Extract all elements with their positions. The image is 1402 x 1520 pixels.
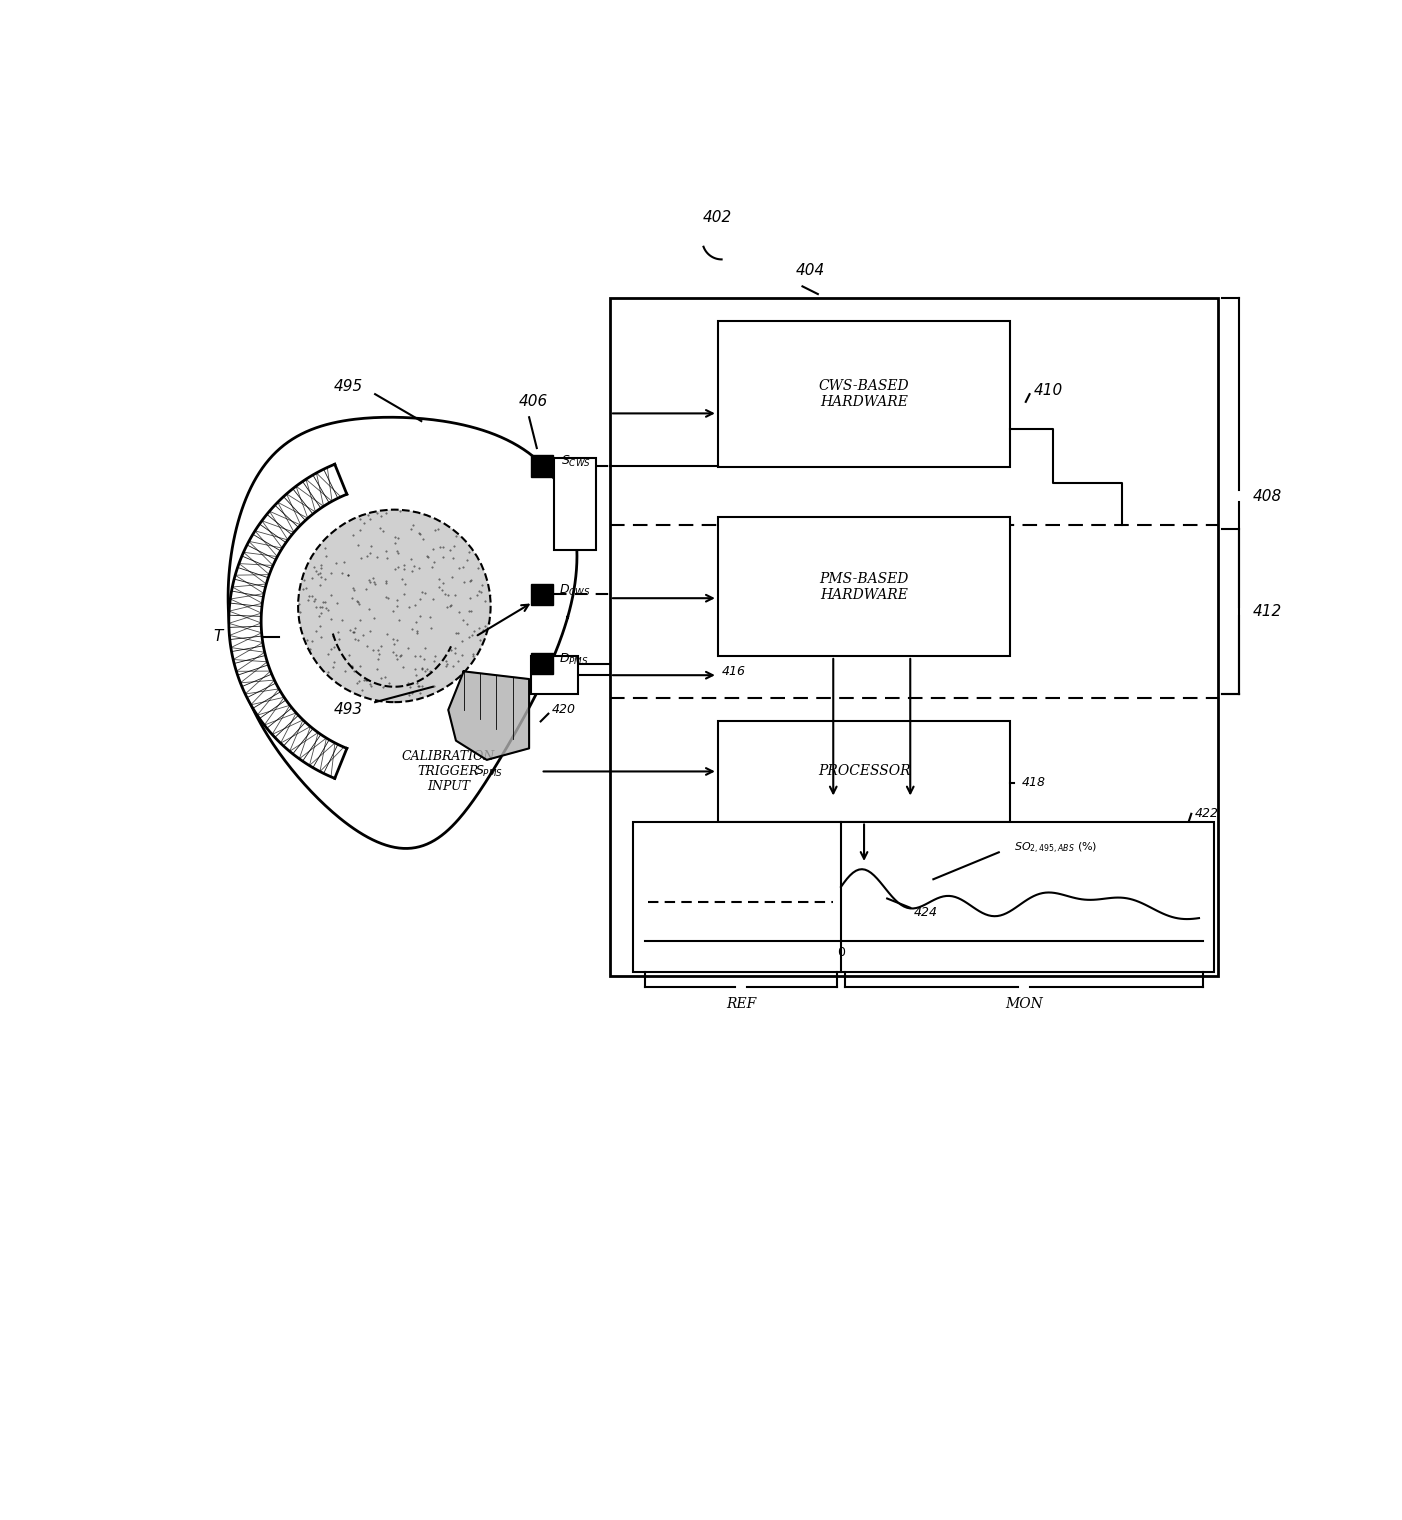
Polygon shape [449,672,529,760]
Text: 406: 406 [519,394,548,409]
Text: 495: 495 [334,378,363,394]
Text: MON: MON [1005,997,1043,1011]
Text: REF: REF [726,997,756,1011]
Text: $S_{CWS}$: $S_{CWS}$ [561,454,592,470]
Text: CALIBRATION
TRIGGER
INPUT: CALIBRATION TRIGGER INPUT [401,749,495,793]
Text: CWS-BASED
HARDWARE: CWS-BASED HARDWARE [819,378,910,409]
Text: 408: 408 [1253,488,1283,503]
Bar [718,722,1011,821]
Text: $D_{PMS}$: $D_{PMS}$ [559,652,589,667]
Text: $D_{CWS}$: $D_{CWS}$ [559,584,590,597]
Bar [531,454,552,477]
Text: 416: 416 [722,664,746,678]
Text: T: T [213,629,223,644]
Bar [531,657,578,695]
Text: PMS-BASED
HARDWARE: PMS-BASED HARDWARE [819,572,908,602]
Text: 418: 418 [1022,777,1046,789]
Text: $SO_{2,495,ABS}$ (%): $SO_{2,495,ABS}$ (%) [1014,841,1098,856]
Bar [634,821,1214,971]
Polygon shape [229,464,346,778]
Bar [718,517,1011,657]
Circle shape [299,509,491,702]
Bar [610,298,1218,976]
Bar [531,654,552,675]
Text: 412: 412 [1253,603,1283,619]
Text: 424: 424 [914,906,938,920]
Text: 0: 0 [837,945,845,959]
Text: 402: 402 [704,210,732,225]
Bar [718,321,1011,467]
Bar [531,584,552,605]
Text: $S_{PMS}$: $S_{PMS}$ [475,765,503,778]
Bar [554,458,596,550]
Text: 493: 493 [334,702,363,717]
Text: 422: 422 [1195,807,1220,821]
Text: 410: 410 [1033,383,1063,398]
Text: PROCESSOR: PROCESSOR [817,765,910,778]
Text: 404: 404 [795,263,824,278]
Text: 420: 420 [552,704,576,716]
